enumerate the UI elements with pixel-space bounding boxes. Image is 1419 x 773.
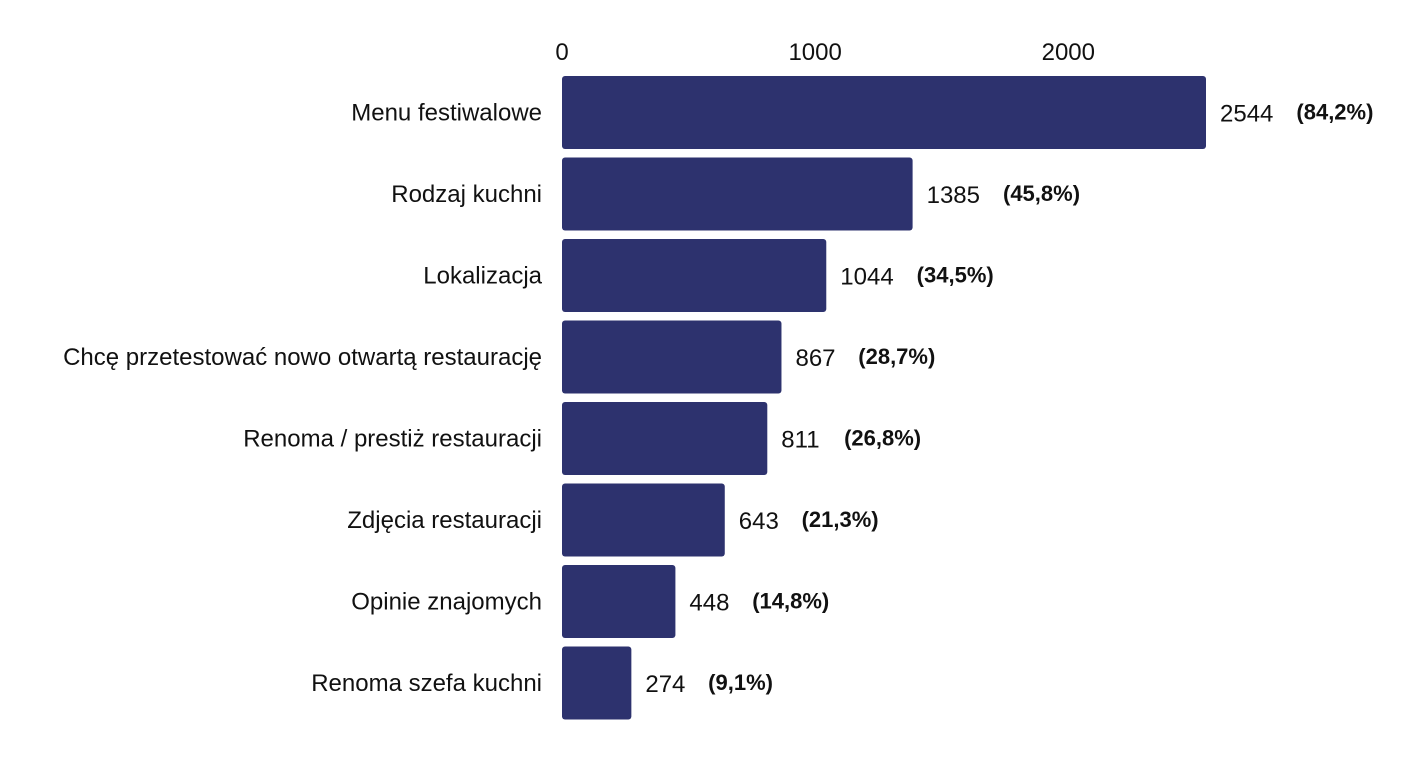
category-label: Chcę przetestować nowo otwartą restaurac…	[63, 344, 542, 371]
bar	[562, 157, 913, 231]
bar	[562, 483, 725, 557]
x-tick-label: 1000	[788, 39, 841, 66]
bar	[562, 320, 782, 394]
category-labels: Menu festiwalowe Rodzaj kuchni Lokalizacja…	[63, 100, 543, 698]
category-label: Lokalizacja	[423, 263, 542, 290]
category-label: Opinie znajomych	[351, 589, 542, 616]
value-labels: 2544 (84,2%) 1385 (45,8%) 1044 (34,5%) 867 (28,…	[645, 100, 1373, 699]
percent-label: (84,2%)	[1296, 100, 1373, 125]
bar	[562, 239, 827, 312]
category-label: Menu festiwalowe	[351, 100, 542, 127]
value-label: 1385	[927, 182, 980, 209]
x-tick-label: 2000	[1042, 39, 1095, 66]
bar	[562, 565, 676, 638]
value-label: 867	[795, 345, 835, 372]
x-axis: 0 1000 2000	[555, 39, 1095, 66]
percent-label: (14,8%)	[752, 589, 829, 614]
category-label: Zdjęcia restauracji	[347, 507, 542, 534]
percent-label: (28,7%)	[858, 344, 935, 369]
percent-label: (9,1%)	[708, 670, 773, 695]
value-label: 811	[781, 427, 819, 454]
category-label: Rodzaj kuchni	[391, 181, 542, 208]
category-label: Renoma / prestiż restauracji	[243, 426, 542, 453]
percent-label: (45,8%)	[1003, 181, 1080, 206]
category-label: Renoma szefa kuchni	[311, 670, 542, 697]
value-label: 448	[689, 590, 729, 617]
percent-label: (26,8%)	[844, 426, 921, 451]
percent-label: (34,5%)	[917, 263, 994, 288]
x-tick-label: 0	[555, 39, 568, 66]
bar	[562, 76, 1206, 149]
value-label: 2544	[1220, 101, 1273, 128]
value-label: 643	[739, 508, 779, 535]
bars	[562, 76, 1206, 720]
value-label: 274	[645, 671, 685, 698]
bar	[562, 646, 632, 720]
bar	[562, 402, 768, 475]
value-label: 1044	[840, 264, 893, 291]
percent-label: (21,3%)	[802, 507, 879, 532]
